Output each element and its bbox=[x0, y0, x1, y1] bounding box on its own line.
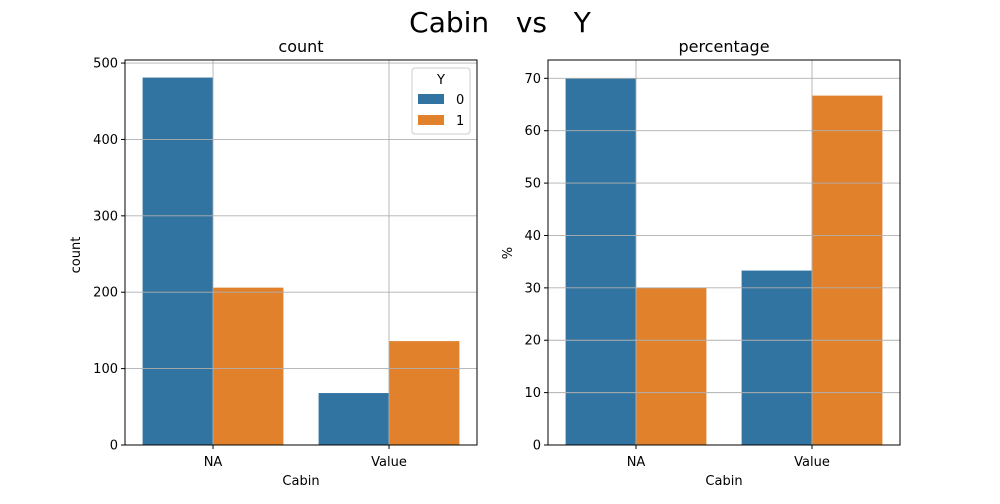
count-ytick-label: 100 bbox=[93, 362, 118, 377]
percentage-bar-na-y1 bbox=[636, 287, 707, 445]
count-chart-xlabel: Cabin bbox=[282, 474, 319, 489]
count-axes-frame bbox=[124, 59, 478, 446]
count-bar-value-y0 bbox=[318, 393, 389, 445]
percentage-xtick-label: Value bbox=[794, 455, 830, 470]
count-chart-title: count bbox=[278, 37, 323, 56]
percentage-chart: percentage Cabin % 0 10 20 30 40 50 60 70 NA Valu… bbox=[501, 37, 901, 489]
percentage-ytick-label: 50 bbox=[524, 177, 541, 192]
count-bar-na-y1 bbox=[213, 287, 284, 445]
count-ytick-label: 400 bbox=[93, 133, 118, 148]
legend: Y 0 1 bbox=[411, 67, 471, 135]
count-bar-value-y1 bbox=[389, 341, 460, 445]
legend-title: Y bbox=[436, 73, 445, 88]
count-bar-na-y0 bbox=[142, 77, 213, 445]
percentage-ytick-label: 70 bbox=[524, 72, 541, 87]
percentage-bar-na-y0 bbox=[565, 78, 636, 445]
percentage-bar-value-y1 bbox=[812, 95, 883, 445]
figure-title: Cabin vs Y bbox=[409, 6, 592, 39]
count-chart-ylabel: count bbox=[69, 237, 84, 274]
count-ytick-label: 0 bbox=[110, 439, 118, 454]
percentage-chart-title: percentage bbox=[678, 37, 769, 56]
percentage-bar-value-y0 bbox=[741, 270, 812, 445]
percentage-chart-ylabel: % bbox=[501, 247, 516, 259]
count-ytick-label: 300 bbox=[93, 209, 118, 224]
legend-swatch-0 bbox=[418, 94, 444, 104]
percentage-xtick-label: NA bbox=[627, 455, 646, 470]
count-xtick-label: Value bbox=[371, 455, 407, 470]
percentage-ytick-label: 0 bbox=[533, 439, 541, 454]
percentage-ytick-label: 10 bbox=[524, 386, 541, 401]
legend-label-1: 1 bbox=[456, 114, 464, 129]
count-xtick-label: NA bbox=[204, 455, 223, 470]
count-ytick-label: 500 bbox=[93, 57, 118, 72]
legend-label-0: 0 bbox=[456, 93, 464, 108]
percentage-ytick-label: 40 bbox=[524, 229, 541, 244]
percentage-ytick-label: 30 bbox=[524, 281, 541, 296]
percentage-ytick-label: 20 bbox=[524, 334, 541, 349]
legend-swatch-1 bbox=[418, 115, 444, 125]
count-ytick-label: 200 bbox=[93, 286, 118, 301]
percentage-chart-xlabel: Cabin bbox=[705, 474, 742, 489]
percentage-axes-frame bbox=[547, 59, 901, 446]
percentage-ytick-label: 60 bbox=[524, 124, 541, 139]
